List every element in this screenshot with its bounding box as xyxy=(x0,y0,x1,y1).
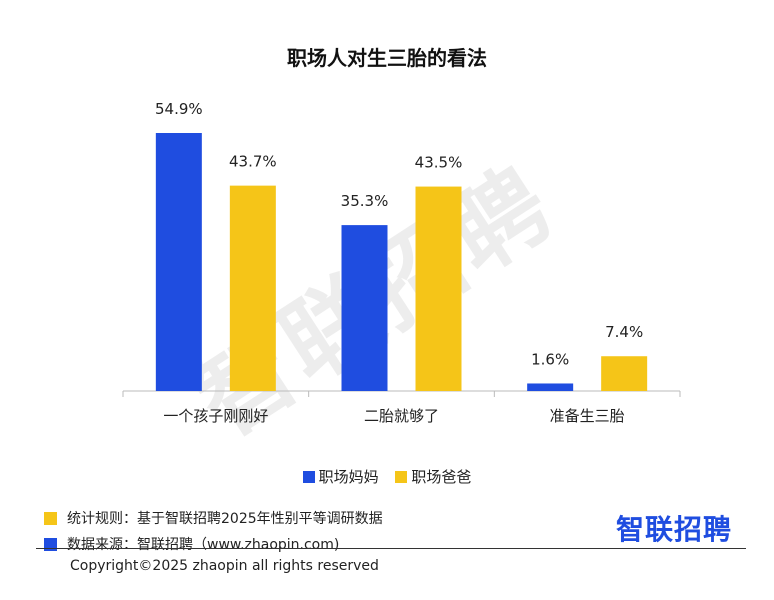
data-label: 54.9% xyxy=(155,100,203,118)
legend-item-fathers: 职场爸爸 xyxy=(395,466,471,487)
footer-divider xyxy=(36,548,746,549)
legend-swatch-mothers xyxy=(302,470,315,483)
data-label: 43.5% xyxy=(415,154,463,172)
bar-fathers-2 xyxy=(601,356,648,391)
note-source: 数据来源：智联招聘（www.zhaopin.com) xyxy=(44,531,383,557)
data-label: 35.3% xyxy=(341,192,389,210)
legend-label-mothers: 职场妈妈 xyxy=(318,468,379,486)
data-label: 43.7% xyxy=(229,153,277,171)
bar-fathers-0 xyxy=(229,185,276,391)
x-tick-label: 准备生三胎 xyxy=(550,407,625,425)
chart-title: 职场人对生三胎的看法 xyxy=(287,46,487,70)
note-square-blue xyxy=(44,537,57,551)
notes: 统计规则：基于智联招聘2025年性别平等调研数据 数据来源：智联招聘（www.z… xyxy=(44,505,383,557)
note-square-yellow xyxy=(44,511,57,525)
data-label: 1.6% xyxy=(531,350,569,368)
bar-mothers-1 xyxy=(341,225,388,391)
x-tick-label: 二胎就够了 xyxy=(364,407,439,425)
bar-fathers-1 xyxy=(415,186,462,391)
bar-mothers-2 xyxy=(527,383,574,391)
bar-chart: 54.9% 43.7% 一个孩子刚刚好 35.3% 43.5% 二胎就够了 1.6% 7.4%… xyxy=(122,100,681,425)
copyright: Copyright©2025 zhaopin all rights reserv… xyxy=(70,558,379,574)
legend: 职场妈妈 职场爸爸 xyxy=(0,466,774,487)
legend-swatch-fathers xyxy=(395,470,408,483)
legend-label-fathers: 职场爸爸 xyxy=(411,468,472,486)
brand-logo: 智联招聘 xyxy=(615,513,732,546)
data-label: 7.4% xyxy=(605,323,643,341)
note-rule: 统计规则：基于智联招聘2025年性别平等调研数据 xyxy=(44,505,383,531)
legend-item-mothers: 职场妈妈 xyxy=(302,466,379,487)
bar-mothers-0 xyxy=(155,133,202,391)
note-source-text: 数据来源：智联招聘（www.zhaopin.com) xyxy=(67,537,340,553)
x-tick-label: 一个孩子刚刚好 xyxy=(163,407,268,425)
note-rule-text: 统计规则：基于智联招聘2025年性别平等调研数据 xyxy=(67,511,383,527)
